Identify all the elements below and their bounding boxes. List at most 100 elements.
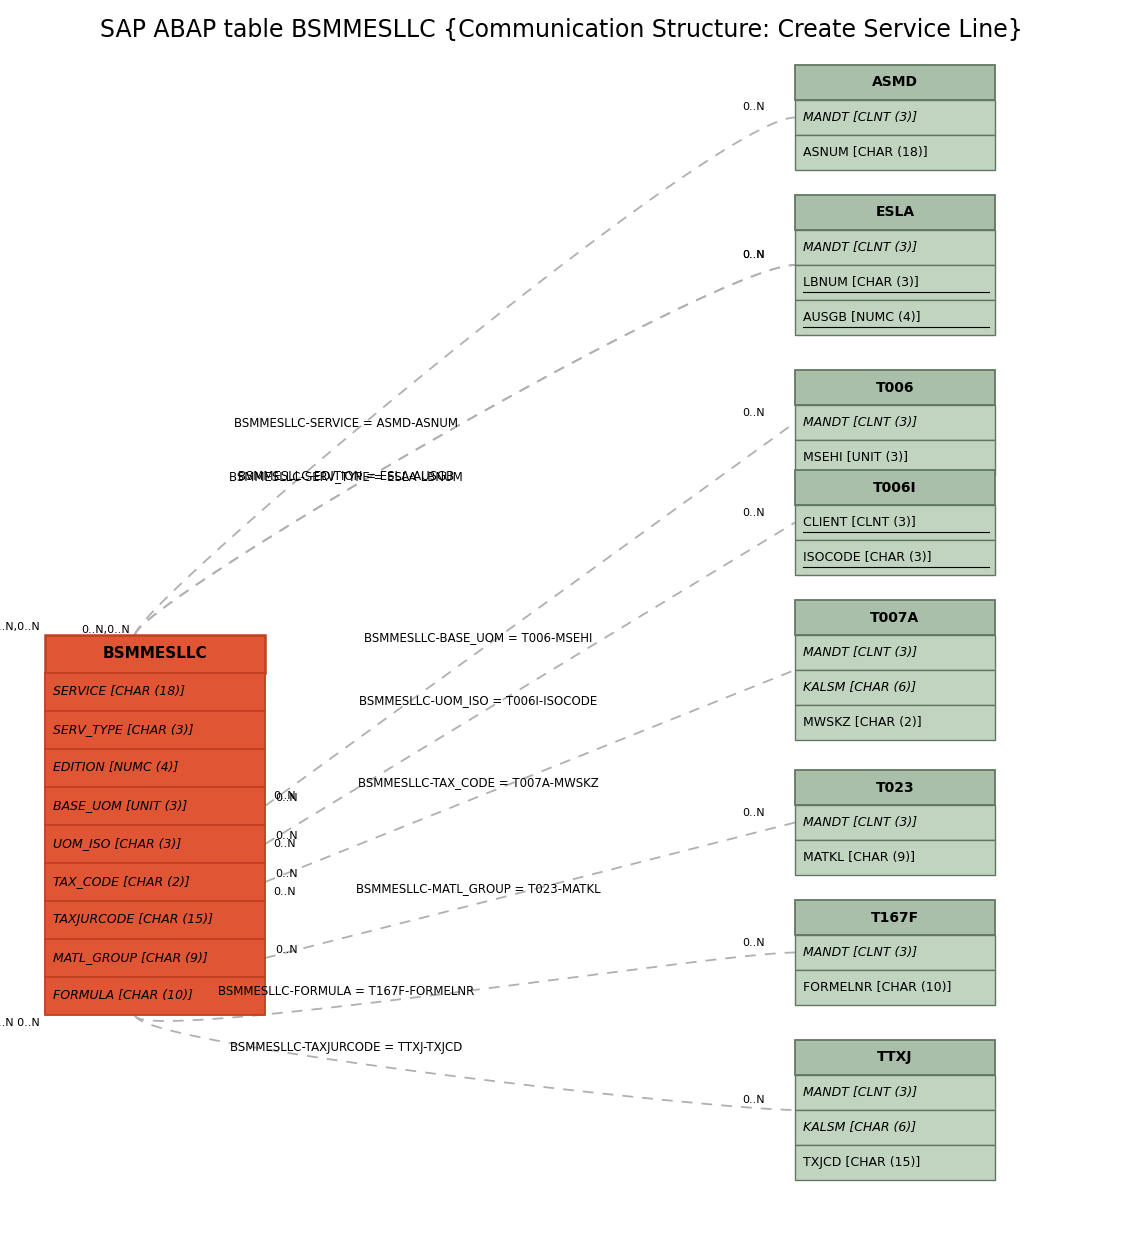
Bar <box>795 1075 995 1110</box>
Text: MANDT [CLNT (3)]: MANDT [CLNT (3)] <box>803 817 917 829</box>
Bar <box>795 506 995 540</box>
Text: 0..N: 0..N <box>275 793 298 803</box>
Text: 0..N: 0..N <box>275 831 298 841</box>
Bar <box>795 840 995 875</box>
Text: MWSKZ [CHAR (2)]: MWSKZ [CHAR (2)] <box>803 716 922 729</box>
Text: AUSGB [NUMC (4)]: AUSGB [NUMC (4)] <box>803 311 921 325</box>
Text: 0..N: 0..N <box>742 808 765 818</box>
Text: 0..N: 0..N <box>273 887 295 897</box>
Text: CLIENT [CLNT (3)]: CLIENT [CLNT (3)] <box>803 515 915 529</box>
Text: MSEHI [UNIT (3)]: MSEHI [UNIT (3)] <box>803 451 909 463</box>
Text: 0..N,0..N: 0..N,0..N <box>81 624 130 636</box>
Text: ASNUM [CHAR (18)]: ASNUM [CHAR (18)] <box>803 146 928 159</box>
Text: 0..N: 0..N <box>273 839 295 849</box>
Text: MANDT [CLNT (3)]: MANDT [CLNT (3)] <box>803 416 917 429</box>
Bar <box>795 440 995 475</box>
Text: ASMD: ASMD <box>871 76 917 89</box>
Text: BSMMESLLC-BASE_UOM = T006-MSEHI: BSMMESLLC-BASE_UOM = T006-MSEHI <box>364 631 592 644</box>
Text: MATL_GROUP [CHAR (9)]: MATL_GROUP [CHAR (9)] <box>53 952 208 964</box>
Text: BSMMESLLC-SERV_TYPE = ESLA-LBNUM: BSMMESLLC-SERV_TYPE = ESLA-LBNUM <box>229 470 463 483</box>
Text: MANDT [CLNT (3)]: MANDT [CLNT (3)] <box>803 1087 917 1099</box>
Bar <box>795 670 995 705</box>
Text: MANDT [CLNT (3)]: MANDT [CLNT (3)] <box>803 112 917 124</box>
Bar <box>795 195 995 230</box>
Text: MANDT [CLNT (3)]: MANDT [CLNT (3)] <box>803 646 917 659</box>
Bar <box>795 540 995 575</box>
Text: KALSM [CHAR (6)]: KALSM [CHAR (6)] <box>803 1121 916 1134</box>
Text: LBNUM [CHAR (3)]: LBNUM [CHAR (3)] <box>803 276 919 289</box>
Text: BASE_UOM [UNIT (3)]: BASE_UOM [UNIT (3)] <box>53 799 188 813</box>
Text: ISOCODE [CHAR (3)]: ISOCODE [CHAR (3)] <box>803 551 931 564</box>
Text: T007A: T007A <box>870 611 920 624</box>
Text: 0..N,0..N: 0..N,0..N <box>0 622 40 632</box>
Bar <box>795 1110 995 1145</box>
Bar <box>45 711 265 750</box>
Bar <box>45 864 265 901</box>
Text: BSMMESLLC-UOM_ISO = T006I-ISOCODE: BSMMESLLC-UOM_ISO = T006I-ISOCODE <box>359 694 597 706</box>
Bar <box>795 805 995 840</box>
Bar <box>795 470 995 506</box>
Bar <box>795 370 995 405</box>
Bar <box>795 935 995 970</box>
Text: BSMMESLLC-TAXJURCODE = TTXJ-TXJCD: BSMMESLLC-TAXJURCODE = TTXJ-TXJCD <box>230 1041 463 1053</box>
Bar <box>45 901 265 939</box>
Text: 0..N: 0..N <box>742 508 765 518</box>
Bar <box>45 939 265 978</box>
Text: BSMMESLLC: BSMMESLLC <box>102 647 208 662</box>
Text: TTXJ: TTXJ <box>877 1051 913 1064</box>
Text: BSMMESLLC-MATL_GROUP = T023-MATKL: BSMMESLLC-MATL_GROUP = T023-MATKL <box>356 882 601 896</box>
Bar <box>795 265 995 300</box>
Text: ESLA: ESLA <box>876 206 914 219</box>
Text: SAP ABAP table BSMMESLLC {Communication Structure: Create Service Line}: SAP ABAP table BSMMESLLC {Communication … <box>100 19 1023 42</box>
Bar <box>795 1145 995 1180</box>
Bar <box>45 787 265 825</box>
Bar <box>45 750 265 787</box>
Bar <box>795 300 995 335</box>
Text: 0..N 0..N: 0..N 0..N <box>0 1018 40 1028</box>
Text: MANDT [CLNT (3)]: MANDT [CLNT (3)] <box>803 242 917 254</box>
Text: SERVICE [CHAR (18)]: SERVICE [CHAR (18)] <box>53 685 185 699</box>
Text: 0..N: 0..N <box>742 250 765 260</box>
Text: BSMMESLLC-SERVICE = ASMD-ASNUM: BSMMESLLC-SERVICE = ASMD-ASNUM <box>234 418 458 430</box>
Text: BSMMESLLC-FORMULA = T167F-FORMELNR: BSMMESLLC-FORMULA = T167F-FORMELNR <box>218 985 474 997</box>
Text: FORMELNR [CHAR (10)]: FORMELNR [CHAR (10)] <box>803 981 951 994</box>
Bar <box>45 978 265 1015</box>
Bar <box>795 64 995 100</box>
Bar <box>795 230 995 265</box>
Text: 0..N: 0..N <box>742 1095 765 1105</box>
Text: BSMMESLLC-TAX_CODE = T007A-MWSKZ: BSMMESLLC-TAX_CODE = T007A-MWSKZ <box>358 776 599 789</box>
Text: 0..N: 0..N <box>742 250 765 260</box>
Text: 0..N: 0..N <box>275 869 298 878</box>
Bar <box>795 405 995 440</box>
Bar <box>795 600 995 636</box>
Bar <box>795 1040 995 1075</box>
Text: T023: T023 <box>876 781 914 794</box>
Bar <box>795 135 995 170</box>
Text: T167F: T167F <box>871 911 919 924</box>
Text: KALSM [CHAR (6)]: KALSM [CHAR (6)] <box>803 681 916 694</box>
Bar <box>795 970 995 1005</box>
Text: EDITION [NUMC (4)]: EDITION [NUMC (4)] <box>53 762 179 774</box>
Bar <box>795 100 995 135</box>
Bar <box>795 900 995 935</box>
Text: TAXJURCODE [CHAR (15)]: TAXJURCODE [CHAR (15)] <box>53 913 213 927</box>
Text: 0..N: 0..N <box>275 945 298 955</box>
Bar <box>795 769 995 805</box>
Bar <box>795 636 995 670</box>
Text: BSMMESLLC-EDITION = ESLA-AUSGB: BSMMESLLC-EDITION = ESLA-AUSGB <box>238 470 454 483</box>
Bar <box>795 705 995 740</box>
Text: MANDT [CLNT (3)]: MANDT [CLNT (3)] <box>803 947 917 959</box>
Text: 0..N: 0..N <box>742 938 765 948</box>
Text: SERV_TYPE [CHAR (3)]: SERV_TYPE [CHAR (3)] <box>53 724 193 736</box>
Text: MATKL [CHAR (9)]: MATKL [CHAR (9)] <box>803 851 915 864</box>
Bar <box>45 825 265 864</box>
Text: T006I: T006I <box>874 481 916 494</box>
Text: 0..N: 0..N <box>742 408 765 418</box>
Bar <box>45 636 265 673</box>
Text: 0..N: 0..N <box>273 790 295 800</box>
Text: UOM_ISO [CHAR (3)]: UOM_ISO [CHAR (3)] <box>53 838 181 850</box>
Text: TXJCD [CHAR (15)]: TXJCD [CHAR (15)] <box>803 1156 920 1170</box>
Text: TAX_CODE [CHAR (2)]: TAX_CODE [CHAR (2)] <box>53 876 190 888</box>
Text: FORMULA [CHAR (10)]: FORMULA [CHAR (10)] <box>53 990 193 1002</box>
Text: 0..N: 0..N <box>742 103 765 113</box>
